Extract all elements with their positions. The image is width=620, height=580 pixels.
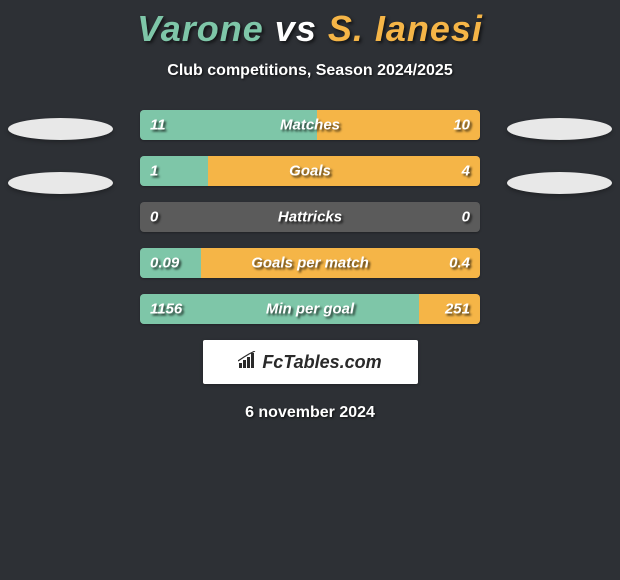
stat-name: Goals xyxy=(289,163,331,180)
comparison-title: Varone vs S. Ianesi xyxy=(0,0,620,50)
stat-value-right: 251 xyxy=(445,301,470,318)
player2-name: S. Ianesi xyxy=(328,8,483,49)
stat-name: Goals per match xyxy=(251,255,369,272)
stat-value-left: 1156 xyxy=(150,301,182,318)
player1-name: Varone xyxy=(137,8,264,49)
stat-row: 1156 Min per goal 251 xyxy=(140,294,480,324)
chart-icon xyxy=(238,351,258,374)
stat-row: 0 Hattricks 0 xyxy=(140,202,480,232)
stat-name: Hattricks xyxy=(278,209,342,226)
bar-right xyxy=(208,156,480,186)
stat-value-left: 1 xyxy=(150,163,158,180)
logo-box: FcTables.com xyxy=(203,340,418,384)
stat-value-left: 0.09 xyxy=(150,255,179,272)
stat-name: Min per goal xyxy=(266,301,354,318)
decor-right xyxy=(507,110,612,194)
stat-value-left: 0 xyxy=(150,209,158,226)
decor-ellipse xyxy=(8,118,113,140)
stat-row: 1 Goals 4 xyxy=(140,156,480,186)
stat-name: Matches xyxy=(280,117,340,134)
vs-text: vs xyxy=(275,8,317,49)
decor-ellipse xyxy=(507,118,612,140)
date: 6 november 2024 xyxy=(0,404,620,422)
stat-row: 0.09 Goals per match 0.4 xyxy=(140,248,480,278)
stat-value-right: 0 xyxy=(462,209,470,226)
chart-area: 11 Matches 10 1 Goals 4 0 Hattricks 0 0.… xyxy=(0,110,620,422)
stat-value-left: 11 xyxy=(150,117,166,134)
stat-row: 11 Matches 10 xyxy=(140,110,480,140)
subtitle: Club competitions, Season 2024/2025 xyxy=(0,62,620,80)
logo: FcTables.com xyxy=(238,351,381,374)
logo-text: FcTables.com xyxy=(262,352,381,373)
decor-ellipse xyxy=(507,172,612,194)
stat-bars: 11 Matches 10 1 Goals 4 0 Hattricks 0 0.… xyxy=(140,110,480,324)
decor-ellipse xyxy=(8,172,113,194)
stat-value-right: 0.4 xyxy=(449,255,470,272)
decor-left xyxy=(8,110,113,194)
stat-value-right: 10 xyxy=(453,117,470,134)
stat-value-right: 4 xyxy=(462,163,470,180)
